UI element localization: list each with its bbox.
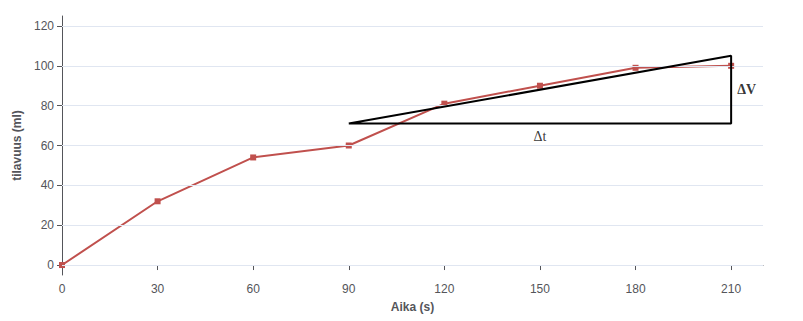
- svg-text:tilavuus (ml): tilavuus (ml): [10, 110, 24, 181]
- svg-text:150: 150: [530, 282, 550, 296]
- svg-text:Aika (s): Aika (s): [391, 300, 434, 314]
- svg-text:180: 180: [626, 282, 646, 296]
- svg-text:60: 60: [41, 139, 55, 153]
- svg-text:30: 30: [151, 282, 165, 296]
- svg-text:60: 60: [247, 282, 261, 296]
- svg-text:0: 0: [59, 282, 66, 296]
- svg-text:20: 20: [41, 218, 55, 232]
- svg-text:100: 100: [34, 59, 54, 73]
- svg-text:ΔV: ΔV: [737, 82, 756, 97]
- svg-text:0: 0: [47, 258, 54, 272]
- svg-text:210: 210: [721, 282, 741, 296]
- svg-text:120: 120: [434, 282, 454, 296]
- svg-text:120: 120: [34, 19, 54, 33]
- svg-text:Δt: Δt: [534, 129, 547, 144]
- svg-text:90: 90: [342, 282, 356, 296]
- svg-text:40: 40: [41, 178, 55, 192]
- svg-text:80: 80: [41, 99, 55, 113]
